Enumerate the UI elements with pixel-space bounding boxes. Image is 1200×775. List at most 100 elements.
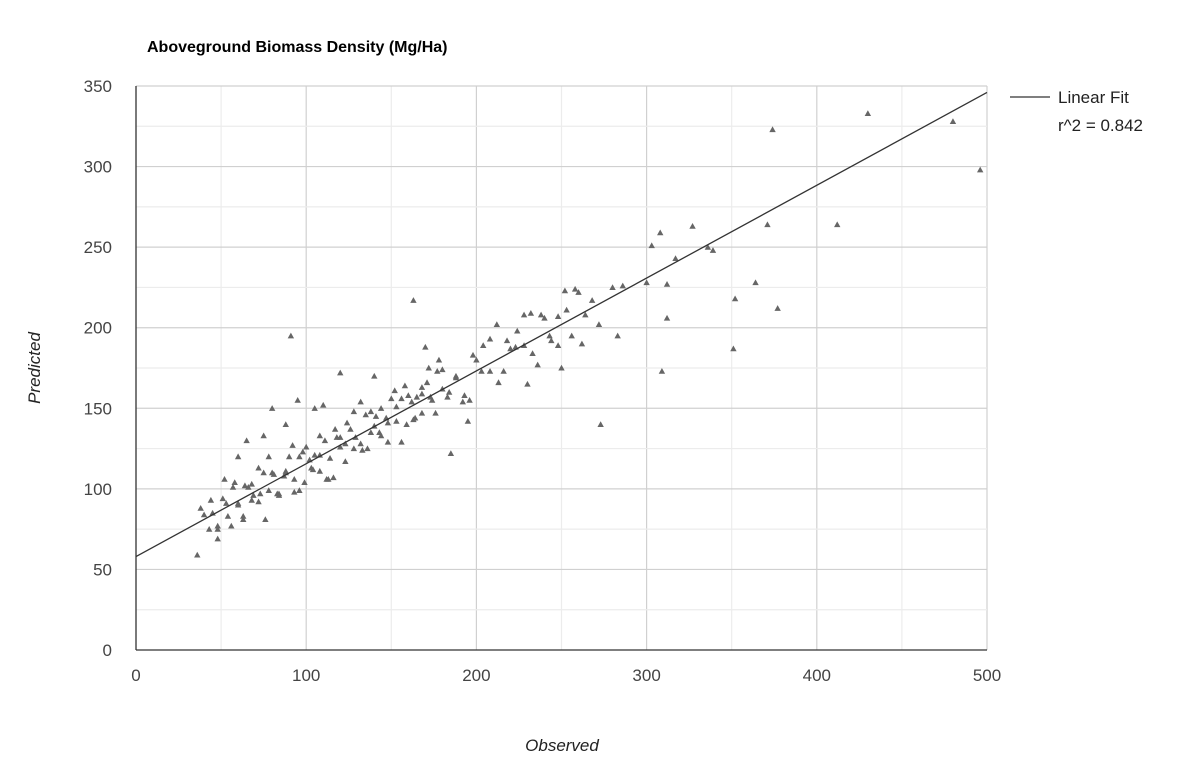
data-point <box>541 314 548 321</box>
data-point <box>337 369 344 376</box>
data-point <box>294 397 301 403</box>
data-point <box>408 398 415 405</box>
data-point <box>367 429 375 436</box>
data-point <box>648 242 655 249</box>
data-point <box>316 467 324 474</box>
data-point <box>275 490 283 497</box>
data-point <box>398 438 405 445</box>
data-point <box>265 487 272 494</box>
data-point <box>507 345 514 352</box>
data-point <box>197 504 204 511</box>
data-point <box>864 110 872 116</box>
data-point <box>364 445 371 452</box>
data-point <box>342 458 349 465</box>
data-point <box>447 450 455 456</box>
data-point <box>473 356 480 363</box>
data-point <box>461 392 468 398</box>
y-tick-label: 0 <box>103 641 112 660</box>
data-point <box>270 471 278 477</box>
data-point <box>289 442 296 448</box>
data-point <box>595 321 603 328</box>
data-point <box>537 311 545 318</box>
data-point <box>219 495 227 502</box>
data-point <box>575 289 582 295</box>
data-point <box>367 408 375 415</box>
data-point <box>546 332 553 339</box>
data-point <box>311 405 318 411</box>
data-point <box>377 405 385 411</box>
data-point <box>285 453 293 460</box>
data-point <box>524 380 531 387</box>
data-point <box>205 525 213 532</box>
data-point <box>459 398 466 405</box>
data-point <box>229 484 237 490</box>
data-point <box>428 397 436 403</box>
data-point <box>224 513 232 519</box>
y-tick-label: 200 <box>84 319 112 338</box>
data-point <box>663 314 671 321</box>
data-point <box>398 395 405 402</box>
y-tick-label: 250 <box>84 238 112 257</box>
data-point <box>529 350 536 357</box>
data-point <box>452 372 460 379</box>
data-point <box>331 426 339 432</box>
data-point <box>554 313 562 319</box>
data-point <box>434 368 441 374</box>
x-tick-label: 0 <box>131 666 140 685</box>
data-point <box>248 496 255 503</box>
data-point <box>410 297 417 303</box>
data-point <box>469 351 477 358</box>
data-point <box>764 221 771 228</box>
data-point <box>371 372 378 379</box>
data-point <box>752 279 759 286</box>
data-point <box>347 426 354 432</box>
data-point <box>231 479 238 485</box>
data-point <box>384 438 392 445</box>
data-point <box>445 388 453 395</box>
data-point <box>377 432 385 439</box>
data-point <box>486 368 494 374</box>
y-tick-labels: 0 50 100 150 200 250 300 350 <box>84 77 112 660</box>
data-point <box>709 247 717 253</box>
data-point <box>393 403 400 410</box>
data-point <box>342 440 349 447</box>
data-point <box>311 451 318 458</box>
data-point <box>330 474 337 481</box>
data-point <box>296 453 303 460</box>
data-point <box>260 432 267 439</box>
data-point <box>527 310 535 316</box>
data-point <box>561 287 569 294</box>
data-point <box>425 364 432 371</box>
trendline <box>135 91 988 558</box>
data-point <box>343 419 351 426</box>
data-point <box>466 397 473 403</box>
data-point <box>704 243 712 250</box>
data-point <box>548 337 555 344</box>
data-point <box>316 432 324 439</box>
data-point <box>291 488 298 495</box>
data-point <box>418 384 426 390</box>
grid <box>136 85 988 650</box>
data-point <box>357 440 364 447</box>
data-point <box>534 361 541 368</box>
x-tick-label: 300 <box>632 666 660 685</box>
data-point <box>418 390 426 397</box>
data-point <box>514 327 521 334</box>
data-point <box>444 393 451 400</box>
data-point <box>287 332 295 339</box>
data-point <box>486 335 494 342</box>
data-point <box>403 421 410 427</box>
data-point <box>299 448 306 455</box>
data-point <box>609 284 616 290</box>
data-point <box>495 379 502 386</box>
data-point <box>393 417 400 424</box>
legend-entry-linear-fit: Linear Fit <box>1058 88 1129 107</box>
data-point <box>588 297 596 303</box>
trendline-group <box>135 91 988 558</box>
x-tick-label: 400 <box>803 666 831 685</box>
data-point <box>568 332 575 339</box>
data-point <box>405 392 412 398</box>
data-point <box>582 311 589 318</box>
data-point <box>658 368 666 374</box>
data-point <box>214 525 221 532</box>
